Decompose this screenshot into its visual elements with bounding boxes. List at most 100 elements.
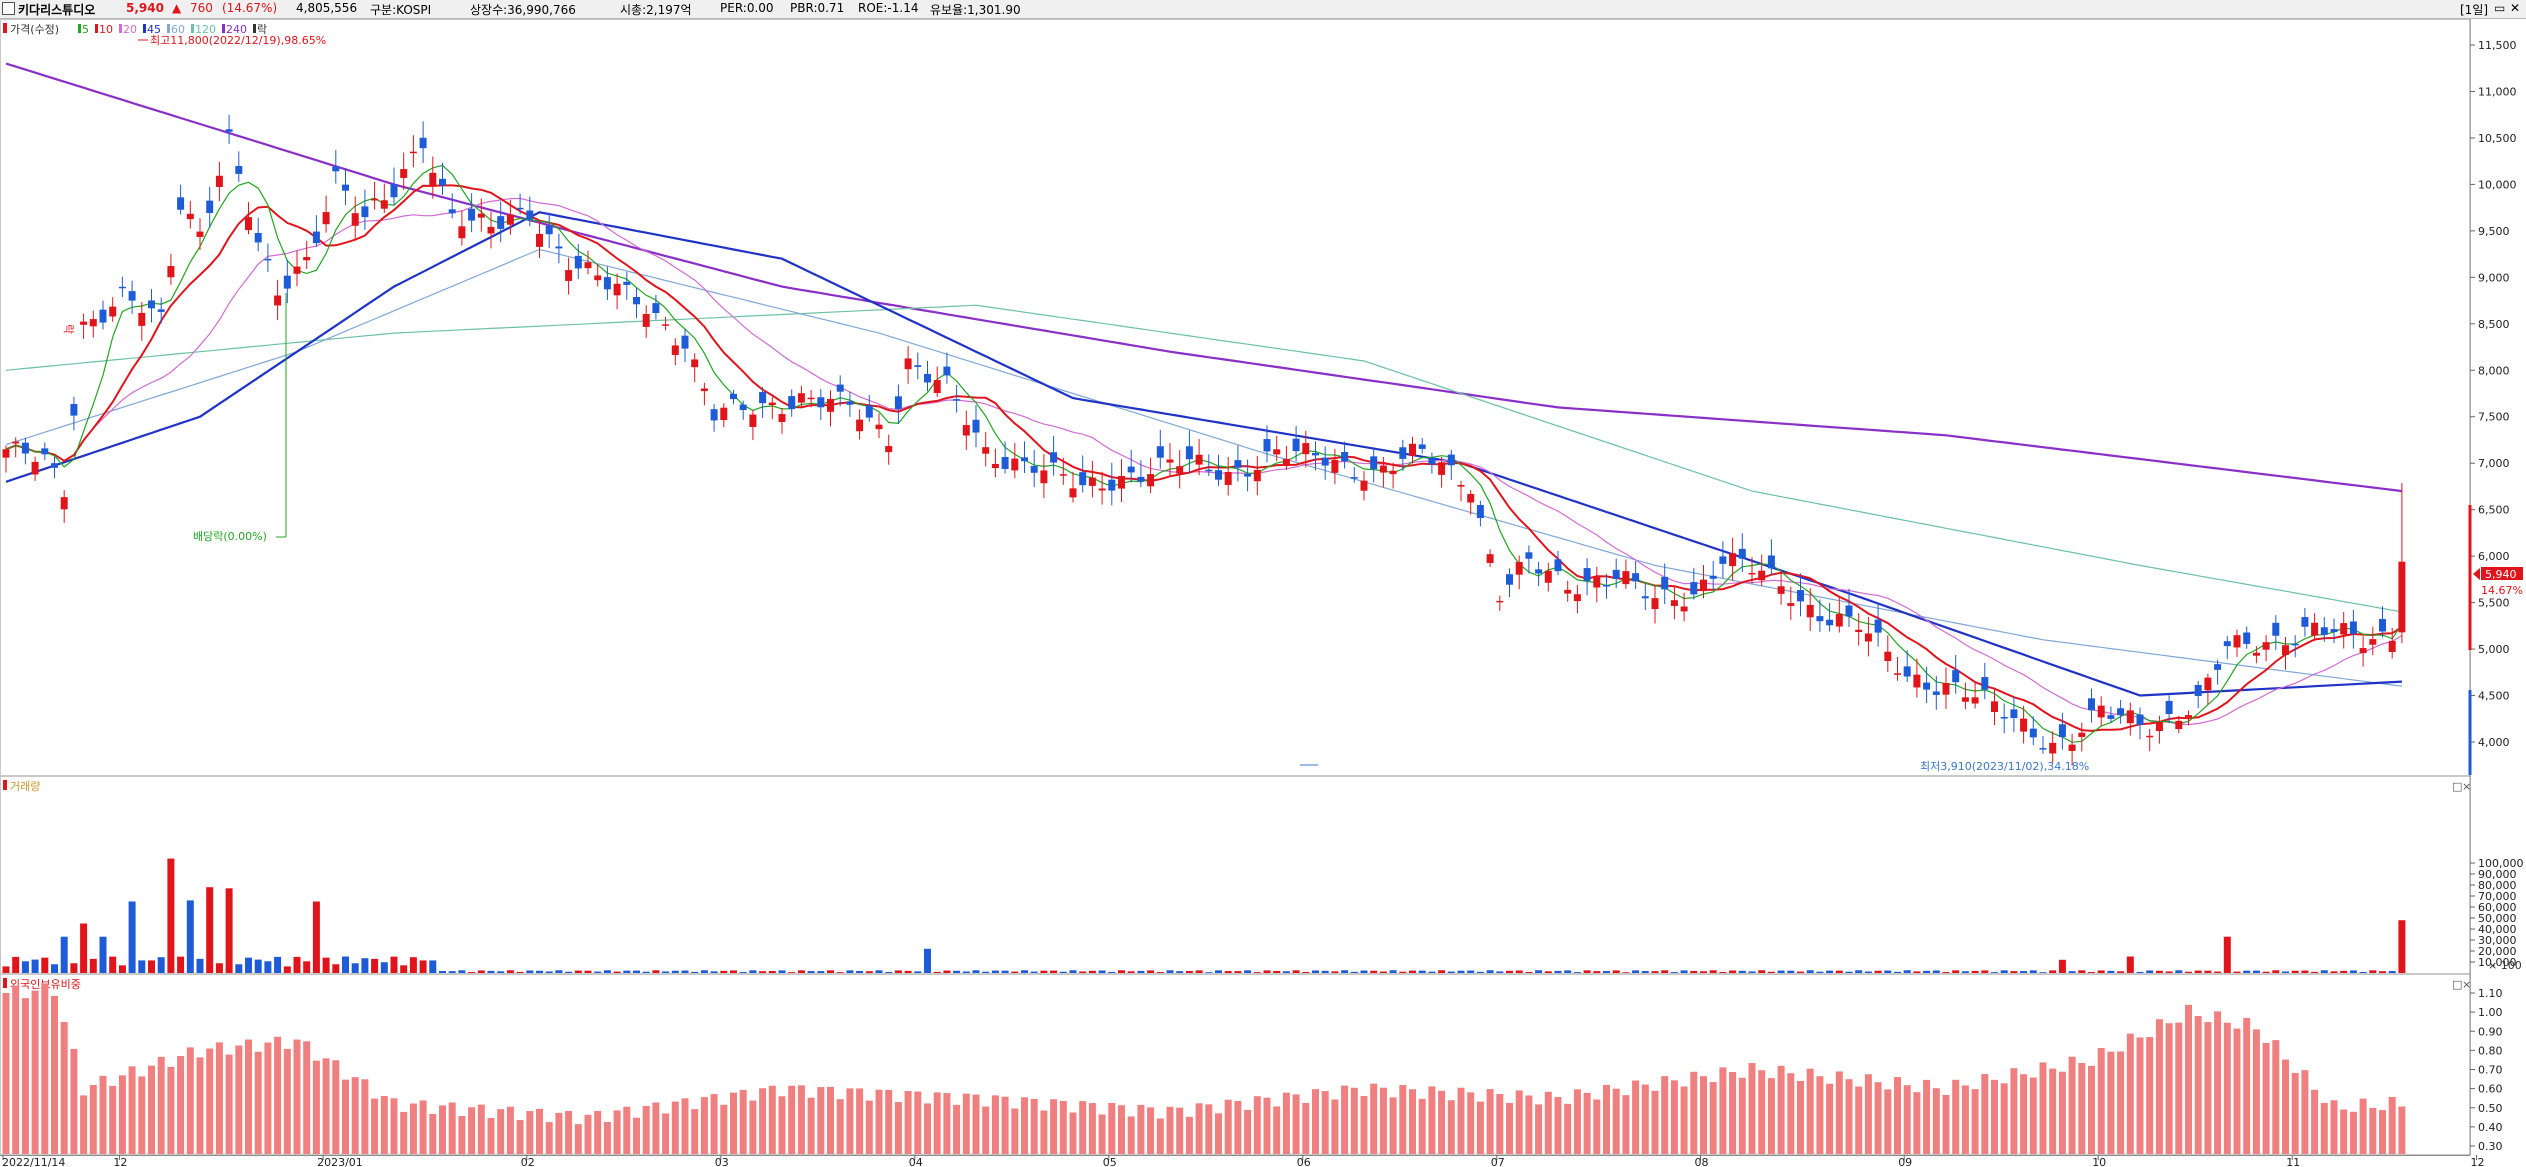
foreign-bar-221 (2146, 1037, 2154, 1154)
volume-panel-restore-icon[interactable]: □ (2452, 780, 2462, 793)
candle-body-190 (1845, 605, 1853, 617)
candle-body-244 (2369, 639, 2377, 645)
candle-body-208 (2020, 718, 2028, 732)
period-button[interactable]: [1일] (2460, 3, 2489, 17)
close-icon[interactable]: ✕ (2510, 1, 2521, 15)
candle-body-233 (2262, 642, 2270, 650)
foreign-bar-196 (1903, 1085, 1911, 1154)
foreign-bar-35 (342, 1079, 349, 1154)
volume-bar-73 (710, 971, 718, 973)
volume-bar-49 (477, 970, 485, 973)
foreign-bar-22 (215, 1042, 223, 1154)
volume-bar-246 (2388, 970, 2396, 973)
candle-body-168 (1632, 573, 1640, 582)
minimize-icon[interactable]: ▭ (2494, 1, 2506, 15)
foreign-panel-close-icon[interactable]: × (2462, 978, 2471, 991)
candle-body-242 (2349, 621, 2357, 634)
candle-body-76 (739, 404, 747, 411)
volume-bar-7 (70, 963, 78, 973)
foreign-bar-160 (1554, 1097, 1562, 1154)
volume-bar-232 (2252, 970, 2260, 973)
candle-body-204 (1981, 677, 1989, 690)
volume-panel-close-icon[interactable]: × (2462, 780, 2471, 793)
candle-body-80 (778, 414, 786, 422)
foreign-bar-212 (2058, 1071, 2066, 1154)
foreign-bar-144 (1399, 1085, 1407, 1154)
candle-body-35 (342, 184, 349, 191)
candle-body-37 (361, 206, 369, 218)
foreign-bar-206 (2000, 1083, 2008, 1154)
foreign-bar-195 (1894, 1077, 1901, 1154)
volume-bar-150 (1457, 970, 1465, 973)
candle-body-38 (371, 198, 379, 201)
candle-body-95 (924, 373, 931, 383)
candle-body-62 (603, 277, 611, 290)
ma45-line (5, 211, 2402, 697)
volume-bar-223 (2165, 971, 2173, 973)
candle-body-118 (1147, 474, 1155, 487)
candle-body-228 (2214, 664, 2222, 670)
header-checkbox[interactable] (2, 2, 15, 15)
candle-body-195 (1894, 673, 1901, 675)
foreign-bar-11 (109, 1085, 117, 1154)
candle-body-167 (1622, 571, 1630, 585)
foreign-bar-88 (856, 1088, 864, 1154)
candle-body-113 (1098, 488, 1106, 491)
candle-body-159 (1544, 570, 1552, 583)
candle-body-20 (196, 231, 204, 237)
candle-body-74 (720, 407, 728, 421)
volume-bar-221 (2146, 970, 2154, 973)
foreign-bar-214 (2078, 1063, 2086, 1154)
volume-tick-label-9: 100,000 (2478, 857, 2524, 870)
legend-swatch-2 (119, 24, 122, 33)
candle-body-199 (1932, 691, 1940, 695)
foreign-bar-67 (652, 1102, 660, 1154)
volume-bar-90 (875, 970, 883, 973)
volume-bar-13 (128, 901, 136, 973)
foreign-bar-166 (1612, 1088, 1620, 1154)
candle-body-18 (177, 197, 185, 210)
legend-swatch-4 (167, 24, 170, 33)
foreign-bar-102 (991, 1095, 999, 1154)
legend-swatch-6 (222, 24, 225, 33)
volume-bar-53 (516, 971, 524, 973)
volume-bar-167 (1622, 972, 1630, 973)
candle-body-216 (2097, 705, 2105, 718)
volume-bar-45 (439, 970, 446, 973)
candle-body-112 (1088, 477, 1096, 486)
volume-bar-63 (613, 971, 621, 973)
foreign-bar-49 (477, 1104, 485, 1154)
foreign-bar-3 (31, 990, 39, 1154)
candle-body-236 (2291, 643, 2299, 646)
volume-bar-82 (797, 970, 805, 973)
x-tick-label-9: 08 (1695, 1156, 1709, 1167)
foreign-bar-28 (274, 1036, 282, 1154)
candle-body-60 (584, 262, 592, 269)
candle-body-45 (439, 178, 446, 186)
volume-bar-227 (2204, 970, 2212, 973)
foreign-bar-139 (1350, 1087, 1358, 1154)
foreign-bar-101 (982, 1106, 990, 1154)
foreign-bar-240 (2330, 1100, 2338, 1154)
candle-body-247 (2398, 561, 2406, 633)
foreign-panel-restore-icon[interactable]: □ (2452, 978, 2462, 991)
volume-bar-72 (700, 970, 708, 973)
ma20-line (5, 197, 2403, 726)
volume-bar-163 (1583, 970, 1591, 973)
foreign-bar-1 (12, 985, 20, 1154)
volume-bar-75 (730, 970, 737, 973)
volume-bar-43 (419, 960, 427, 973)
volume-bar-117 (1137, 970, 1145, 973)
foreign-bar-202 (1961, 1085, 1969, 1154)
foreign-tick-label-1: 0.40 (2478, 1121, 2503, 1134)
foreign-bar-68 (662, 1113, 670, 1154)
candle-body-100 (972, 419, 980, 433)
volume-bar-122 (1185, 970, 1193, 973)
volume-bar-118 (1147, 970, 1155, 973)
volume-bar-114 (1108, 971, 1116, 973)
candle-body-12 (118, 286, 126, 289)
price-panel-title: 가격(수정) (10, 23, 59, 36)
volume-bar-94 (914, 971, 922, 973)
price-panel-frame (0, 19, 2471, 776)
